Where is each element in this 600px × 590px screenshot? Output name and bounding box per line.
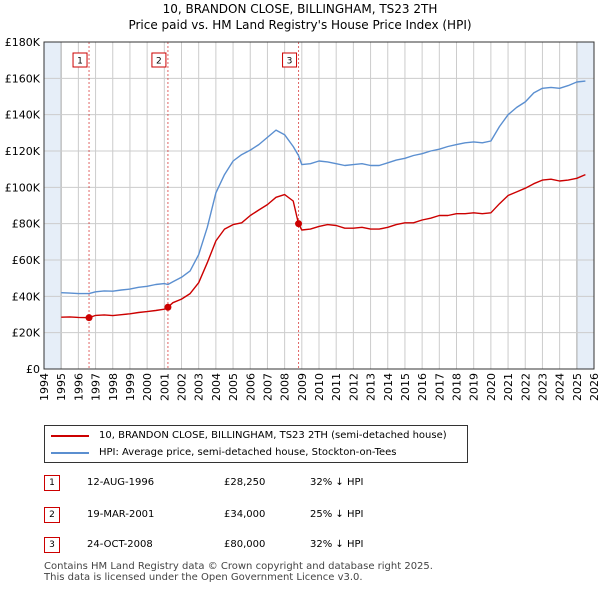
transaction-date: 12-AUG-1996 — [87, 477, 155, 488]
x-tick-label: 2015 — [399, 373, 412, 401]
legend-swatch-hpi — [51, 452, 89, 454]
legend-label-price: 10, BRANDON CLOSE, BILLINGHAM, TS23 2TH … — [99, 430, 447, 441]
x-tick-label: 2020 — [485, 373, 498, 401]
transaction-number: 2 — [44, 507, 60, 523]
annotation-label: 3 — [287, 57, 293, 67]
x-tick-label: 1999 — [124, 373, 137, 401]
y-tick-label: £60K — [12, 254, 41, 267]
x-tick-label: 1995 — [55, 373, 68, 401]
x-tick-label: 1997 — [90, 373, 103, 401]
y-tick-label: £180K — [5, 36, 41, 49]
y-tick-label: £80K — [12, 218, 41, 231]
x-tick-label: 2003 — [193, 373, 206, 401]
y-tick-label: £160K — [5, 72, 41, 85]
plot-border — [43, 41, 595, 370]
x-tick-label: 2000 — [141, 373, 154, 401]
x-tick-label: 2008 — [279, 373, 292, 401]
shaded-range — [44, 42, 62, 369]
annotation-badge — [151, 52, 167, 68]
x-tick-label: 2025 — [571, 373, 584, 401]
sale-point — [85, 314, 93, 322]
annotation-label: 1 — [77, 57, 83, 67]
footer: Contains HM Land Registry data © Crown c… — [44, 561, 433, 583]
x-tick-label: 2021 — [502, 373, 515, 401]
x-tick-label: 2012 — [347, 373, 360, 401]
x-tick-label: 2006 — [244, 373, 257, 401]
x-tick-label: 2005 — [227, 373, 240, 401]
shaded-range — [576, 42, 594, 369]
hpi-series-line — [61, 80, 586, 295]
x-tick-label: 2023 — [536, 373, 549, 401]
price-chart: 1 2 3 £0 £20K £40K £60K £80K £100K £120K £140K £160… — [5, 36, 600, 401]
y-tick-label: £20K — [12, 327, 41, 340]
legend-label-hpi: HPI: Average price, semi-detached house,… — [99, 447, 397, 458]
transaction-date: 19-MAR-2001 — [87, 509, 155, 520]
transaction-hpi: 32% ↓ HPI — [310, 477, 364, 488]
x-tick-label: 2018 — [451, 373, 464, 401]
footer-copyright: Contains HM Land Registry data © Crown c… — [44, 561, 433, 572]
footer-license: This data is licensed under the Open Gov… — [44, 572, 363, 583]
x-tick-label: 1994 — [38, 373, 51, 401]
x-tick-label: 2004 — [210, 373, 223, 401]
x-tick-label: 2007 — [261, 373, 274, 401]
annotation-badge — [282, 52, 298, 68]
transaction-price: £28,250 — [224, 477, 266, 488]
x-tick-label: 2016 — [416, 373, 429, 401]
sale-point — [164, 303, 172, 311]
x-tick-label: 2019 — [468, 373, 481, 401]
transaction-price: £34,000 — [224, 509, 266, 520]
x-tick-label: 2002 — [176, 373, 189, 401]
transaction-number: 1 — [44, 475, 60, 491]
legend: 10, BRANDON CLOSE, BILLINGHAM, TS23 2TH … — [44, 425, 468, 463]
y-tick-label: £140K — [5, 109, 41, 122]
transaction-date: 24-OCT-2008 — [87, 539, 153, 550]
annotation-label: 2 — [156, 57, 162, 67]
x-tick-label: 2026 — [588, 373, 600, 401]
sale-point — [295, 220, 303, 228]
x-tick-label: 1998 — [107, 373, 120, 401]
legend-swatch-price — [51, 435, 89, 437]
y-tick-label: £120K — [5, 145, 41, 158]
x-tick-label: 2011 — [330, 373, 343, 401]
x-tick-label: 2024 — [554, 373, 567, 401]
y-tick-label: £40K — [12, 290, 41, 303]
transaction-hpi: 32% ↓ HPI — [310, 539, 364, 550]
price-series-line — [61, 173, 586, 319]
x-tick-label: 2013 — [365, 373, 378, 401]
x-tick-label: 2001 — [158, 373, 171, 401]
x-tick-label: 1996 — [72, 373, 85, 401]
x-tick-label: 2022 — [519, 373, 532, 401]
x-tick-label: 2010 — [313, 373, 326, 401]
x-tick-label: 2014 — [382, 373, 395, 401]
x-tick-label: 2017 — [433, 373, 446, 401]
x-tick-label: 2009 — [296, 373, 309, 401]
chart-subtitle: Price paid vs. HM Land Registry's House … — [128, 18, 472, 32]
y-tick-label: £0 — [26, 363, 40, 376]
annotation-badge — [72, 52, 88, 68]
transaction-number: 3 — [44, 537, 60, 553]
transaction-price: £80,000 — [224, 539, 266, 550]
y-tick-label: £100K — [5, 181, 41, 194]
transaction-hpi: 25% ↓ HPI — [310, 509, 364, 520]
chart-title: 10, BRANDON CLOSE, BILLINGHAM, TS23 2TH — [162, 2, 438, 16]
